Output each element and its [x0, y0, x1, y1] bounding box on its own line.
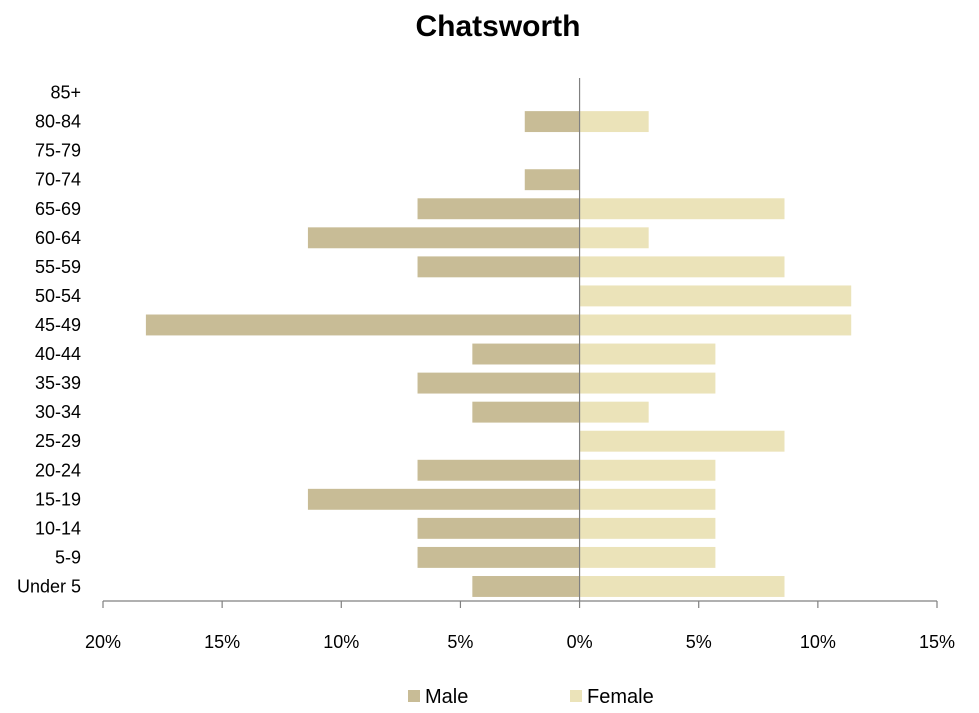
bar-female-30-34 — [579, 401, 649, 423]
bar-male-70-74 — [524, 169, 580, 191]
bar-female-20-24 — [579, 459, 716, 481]
bar-female-Under 5 — [579, 576, 785, 597]
y-tick-label: 50-54 — [35, 286, 81, 306]
y-tick-label: 25-29 — [35, 431, 81, 451]
y-tick-label: 70-74 — [35, 170, 81, 190]
bar-female-60-64 — [579, 227, 649, 249]
legend-label-female: Female — [587, 686, 654, 708]
bar-male-10-14 — [417, 517, 580, 539]
legend-swatch-male — [408, 690, 420, 702]
bar-male-30-34 — [472, 401, 580, 423]
chart-title: Chatsworth — [416, 10, 581, 43]
legend-label-male: Male — [425, 686, 468, 708]
bar-female-45-49 — [579, 314, 852, 336]
x-tick-label: 10% — [323, 632, 359, 652]
x-tick-label: 10% — [800, 632, 836, 652]
bar-female-15-19 — [579, 488, 716, 510]
bar-female-25-29 — [579, 430, 785, 452]
y-tick-label: 35-39 — [35, 373, 81, 393]
y-tick-label: 60-64 — [35, 228, 81, 248]
y-tick-label: 55-59 — [35, 257, 81, 277]
bar-male-45-49 — [145, 314, 580, 336]
bar-female-40-44 — [579, 343, 716, 365]
x-tick-label: 15% — [204, 632, 240, 652]
male-bars — [145, 111, 580, 597]
y-tick-label: 85+ — [50, 83, 81, 103]
bar-male-5-9 — [417, 546, 580, 568]
axes — [102, 78, 938, 608]
bar-female-10-14 — [579, 517, 716, 539]
y-tick-label: 30-34 — [35, 402, 81, 422]
y-tick-label: 65-69 — [35, 199, 81, 219]
x-tick-label: 5% — [447, 632, 473, 652]
female-bars — [579, 111, 852, 597]
bar-male-40-44 — [472, 343, 580, 365]
y-tick-label: 45-49 — [35, 315, 81, 335]
bar-female-55-59 — [579, 256, 785, 278]
x-axis-labels: 20% 15% 10% 5% 0% 5% 10% 15% — [85, 632, 955, 652]
legend: Male Female — [408, 686, 654, 708]
bar-male-55-59 — [417, 256, 580, 278]
y-tick-label: 80-84 — [35, 112, 81, 132]
bar-male-65-69 — [417, 198, 580, 220]
y-tick-label: 40-44 — [35, 344, 81, 364]
bar-male-60-64 — [307, 227, 580, 249]
x-tick-label: 20% — [85, 632, 121, 652]
y-tick-label: 5-9 — [55, 547, 81, 567]
x-tick-label: 0% — [567, 632, 593, 652]
y-tick-label: 10-14 — [35, 518, 81, 538]
bar-female-50-54 — [579, 285, 852, 307]
bar-male-80-84 — [524, 111, 580, 133]
bar-female-35-39 — [579, 372, 716, 394]
bar-female-80-84 — [579, 111, 649, 133]
bar-male-15-19 — [307, 488, 580, 510]
bar-female-5-9 — [579, 546, 716, 568]
y-axis-labels: 85+ 80-84 75-79 70-74 65-69 60-64 55-59 50-54 45… — [17, 83, 81, 597]
y-tick-label: 15-19 — [35, 489, 81, 509]
y-tick-label: Under 5 — [17, 576, 81, 596]
y-tick-label: 20-24 — [35, 460, 81, 480]
x-tick-label: 5% — [686, 632, 712, 652]
bar-male-20-24 — [417, 459, 580, 481]
x-tick-label: 15% — [919, 632, 955, 652]
bar-male-Under 5 — [472, 576, 580, 597]
bar-female-65-69 — [579, 198, 785, 220]
bar-male-35-39 — [417, 372, 580, 394]
y-tick-label: 75-79 — [35, 141, 81, 161]
legend-swatch-female — [570, 690, 582, 702]
